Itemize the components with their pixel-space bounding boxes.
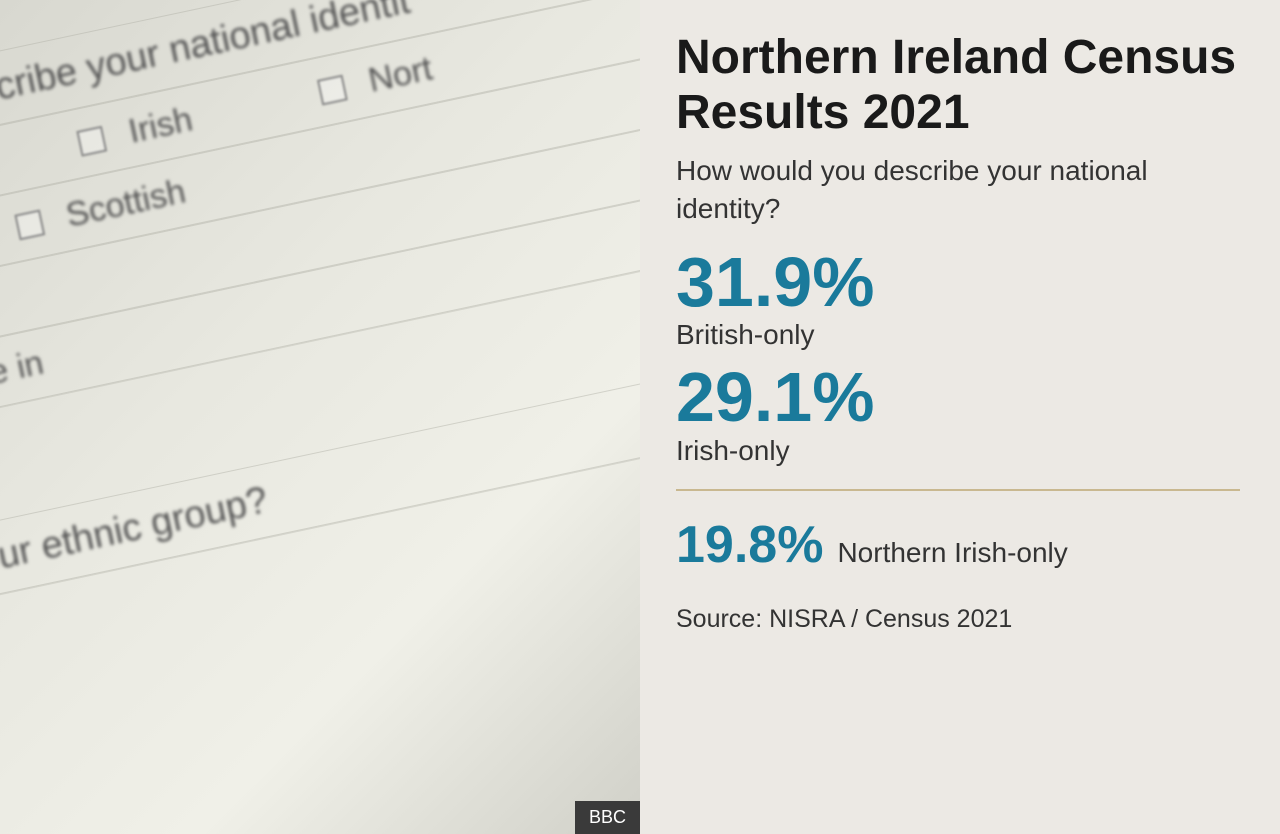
- source-text: Source: NISRA / Census 2021: [676, 605, 1240, 634]
- form-option: Nort: [365, 49, 436, 101]
- form-option: Scottish: [63, 172, 189, 235]
- checkbox-icon: [316, 74, 347, 105]
- infographic-subtitle: How would you describe your national ide…: [676, 152, 1240, 228]
- checkbox-icon: [14, 209, 45, 240]
- stat-label: Irish-only: [676, 435, 1240, 467]
- infographic-panel: Northern Ireland Census Results 2021 How…: [640, 0, 1280, 834]
- divider: [676, 489, 1240, 491]
- attribution-badge: BBC: [575, 801, 640, 834]
- stat-label: British-only: [676, 319, 1240, 351]
- form-background: uld you describe your national identit t…: [0, 0, 640, 834]
- stat-irish-only: 29.1% Irish-only: [676, 361, 1240, 467]
- stat-british-only: 31.9% British-only: [676, 246, 1240, 352]
- census-form-photo: uld you describe your national identit t…: [0, 0, 640, 834]
- stat-value: 29.1%: [676, 361, 1240, 435]
- form-option: Irish: [125, 100, 196, 152]
- checkbox-icon: [77, 125, 108, 156]
- stat-label: Northern Irish-only: [837, 537, 1067, 569]
- stat-northern-irish-only: 19.8% Northern Irish-only: [676, 515, 1240, 575]
- stat-value: 31.9%: [676, 246, 1240, 320]
- stat-value: 19.8%: [676, 515, 823, 575]
- infographic-title: Northern Ireland Census Results 2021: [676, 30, 1240, 140]
